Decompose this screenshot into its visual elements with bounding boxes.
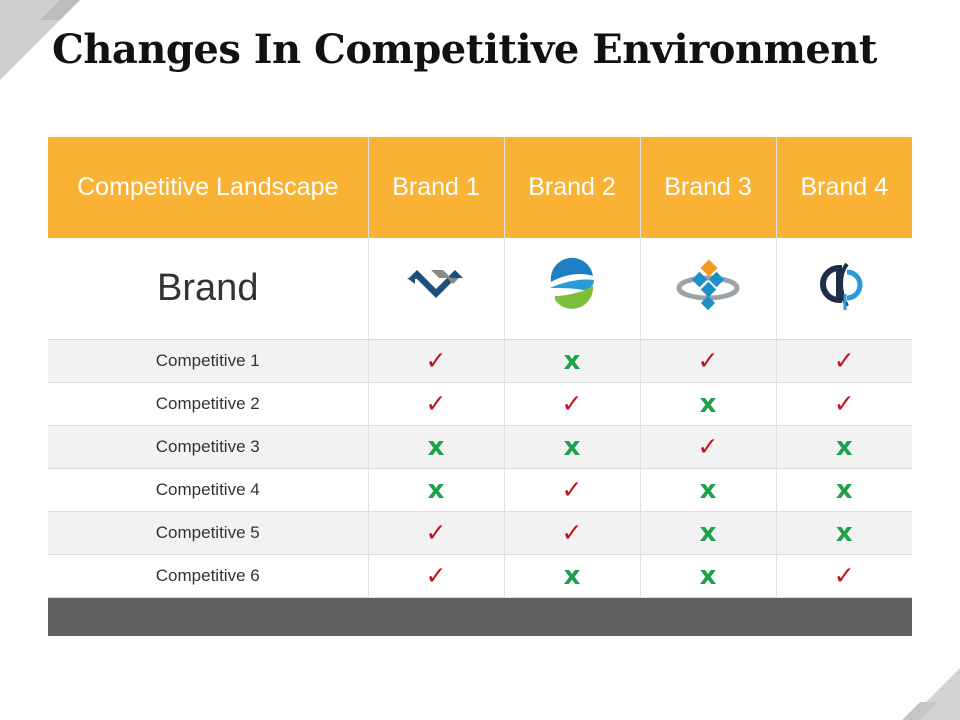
brand-1-cell: ✓ xyxy=(367,339,504,383)
table-row: Competitive 6 ✓ x x ✓ xyxy=(48,554,912,598)
cross-mark-icon: x xyxy=(699,561,717,591)
check-mark-icon: ✓ xyxy=(697,432,719,461)
brand-2-cell: x xyxy=(503,425,640,469)
row-label: Competitive 2 xyxy=(48,382,368,426)
brand-1-cell: x xyxy=(367,468,504,512)
brand-3-cell: ✓ xyxy=(639,339,776,383)
row-label: Competitive 5 xyxy=(48,511,368,555)
table-row: Competitive 1 ✓ x ✓ ✓ xyxy=(48,339,912,383)
brand-4-cell: x xyxy=(775,468,912,512)
header-brand-3: Brand 3 xyxy=(639,137,776,238)
brand-3-cell: x xyxy=(639,554,776,598)
footer-cell xyxy=(48,597,912,636)
check-mark-icon: ✓ xyxy=(425,346,447,375)
brand-4-cell: ✓ xyxy=(775,382,912,426)
table-row: Competitive 4 x ✓ x x xyxy=(48,468,912,512)
cross-mark-icon: x xyxy=(699,389,717,419)
row-label: Competitive 1 xyxy=(48,339,368,383)
table-footer-bar xyxy=(48,597,912,636)
brand-1-logo-cell xyxy=(367,238,504,340)
brand-1-cell: ✓ xyxy=(367,554,504,598)
check-mark-icon: ✓ xyxy=(833,346,855,375)
check-mark-icon: ✓ xyxy=(561,389,583,418)
check-mark-icon: ✓ xyxy=(833,561,855,590)
diamond-tiles-logo-icon xyxy=(676,259,740,311)
competitive-table: Competitive Landscape Brand 1 Brand 2 Br… xyxy=(48,137,912,636)
check-mark-icon: ✓ xyxy=(561,475,583,504)
brand-2-logo-cell xyxy=(503,238,640,340)
row-label: Competitive 4 xyxy=(48,468,368,512)
brand-3-cell: x xyxy=(639,382,776,426)
check-mark-icon: ✓ xyxy=(425,389,447,418)
table-row: Competitive 3 x x ✓ x xyxy=(48,425,912,469)
brand-4-cell: ✓ xyxy=(775,554,912,598)
brand-2-cell: x xyxy=(503,554,640,598)
brand-logo-row: Brand xyxy=(48,238,912,340)
table-row: Competitive 5 ✓ ✓ x x xyxy=(48,511,912,555)
cross-mark-icon: x xyxy=(427,475,445,505)
brand-3-cell: ✓ xyxy=(639,425,776,469)
brand-2-cell: ✓ xyxy=(503,511,640,555)
header-brand-4: Brand 4 xyxy=(775,137,912,238)
check-mark-icon: ✓ xyxy=(833,389,855,418)
row-label: Competitive 3 xyxy=(48,425,368,469)
check-mark-icon: ✓ xyxy=(697,346,719,375)
blue-green-sphere-logo-icon xyxy=(550,257,594,309)
brand-4-logo-cell xyxy=(775,238,912,340)
brand-4-cell: x xyxy=(775,425,912,469)
brand-3-logo-cell xyxy=(639,238,776,340)
brand-3-cell: x xyxy=(639,468,776,512)
check-mark-icon: ✓ xyxy=(425,518,447,547)
brand-2-cell: ✓ xyxy=(503,468,640,512)
check-mark-icon: ✓ xyxy=(561,518,583,547)
cross-mark-icon: x xyxy=(563,561,581,591)
circle-leaf-logo-icon xyxy=(820,262,863,310)
slide-title: Changes In Competitive Environment xyxy=(52,26,877,73)
brand-4-cell: x xyxy=(775,511,912,555)
brand-1-cell: ✓ xyxy=(367,382,504,426)
cross-mark-icon: x xyxy=(699,518,717,548)
cross-mark-icon: x xyxy=(563,432,581,462)
brand-1-cell: x xyxy=(367,425,504,469)
row-label: Competitive 6 xyxy=(48,554,368,598)
header-brand-2: Brand 2 xyxy=(503,137,640,238)
cross-mark-icon: x xyxy=(835,432,853,462)
brand-1-cell: ✓ xyxy=(367,511,504,555)
cross-mark-icon: x xyxy=(563,346,581,376)
brand-4-cell: ✓ xyxy=(775,339,912,383)
header-competitive-landscape: Competitive Landscape xyxy=(48,137,368,238)
cross-mark-icon: x xyxy=(835,475,853,505)
cross-mark-icon: x xyxy=(427,432,445,462)
brand-row-label: Brand xyxy=(48,238,368,340)
brand-3-cell: x xyxy=(639,511,776,555)
brand-2-cell: ✓ xyxy=(503,382,640,426)
table-header-row: Competitive Landscape Brand 1 Brand 2 Br… xyxy=(48,137,912,238)
cross-mark-icon: x xyxy=(835,518,853,548)
cross-mark-icon: x xyxy=(699,475,717,505)
check-mark-icon: ✓ xyxy=(425,561,447,590)
table-row: Competitive 2 ✓ ✓ x ✓ xyxy=(48,382,912,426)
header-brand-1: Brand 1 xyxy=(367,137,504,238)
brand-2-cell: x xyxy=(503,339,640,383)
arrow-chevron-logo-icon xyxy=(407,270,463,298)
